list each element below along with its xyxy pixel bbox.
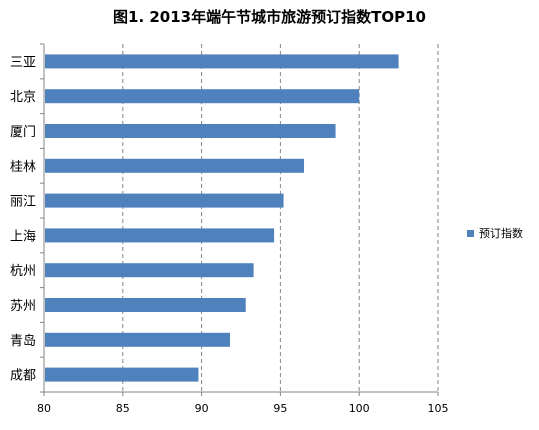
category-label: 三亚	[10, 55, 36, 70]
bar-6	[45, 263, 254, 278]
bar-2	[45, 124, 336, 138]
category-label: 成都	[10, 369, 36, 384]
x-tick-label: 105	[428, 402, 449, 415]
bar-4	[45, 193, 284, 208]
category-label: 青岛	[10, 333, 36, 349]
category-label: 苏州	[10, 298, 36, 314]
chart-title: 图1. 2013年端午节城市旅游预订指数TOP10	[113, 8, 426, 26]
legend-label: 预订指数	[479, 227, 523, 240]
bar-5	[45, 228, 275, 243]
x-tick-label: 100	[349, 402, 370, 415]
x-tick-label: 95	[273, 402, 287, 415]
chart-legend: 预订指数	[467, 225, 523, 241]
bar-8	[45, 332, 230, 347]
x-tick-label: 85	[116, 402, 130, 415]
bar-9	[45, 367, 199, 382]
bar-3	[45, 158, 305, 173]
bar-1	[45, 89, 360, 104]
category-label: 北京	[10, 90, 36, 105]
category-label: 桂林	[10, 160, 36, 175]
bar-0	[45, 54, 399, 69]
x-tick-label: 90	[195, 402, 209, 415]
bar-7	[45, 298, 246, 312]
category-label: 厦门	[10, 125, 36, 140]
category-label: 杭州	[10, 264, 36, 279]
category-label: 丽江	[10, 195, 36, 210]
x-tick-label: 80	[37, 402, 51, 415]
legend-swatch	[467, 229, 474, 237]
category-label: 上海	[10, 229, 36, 244]
